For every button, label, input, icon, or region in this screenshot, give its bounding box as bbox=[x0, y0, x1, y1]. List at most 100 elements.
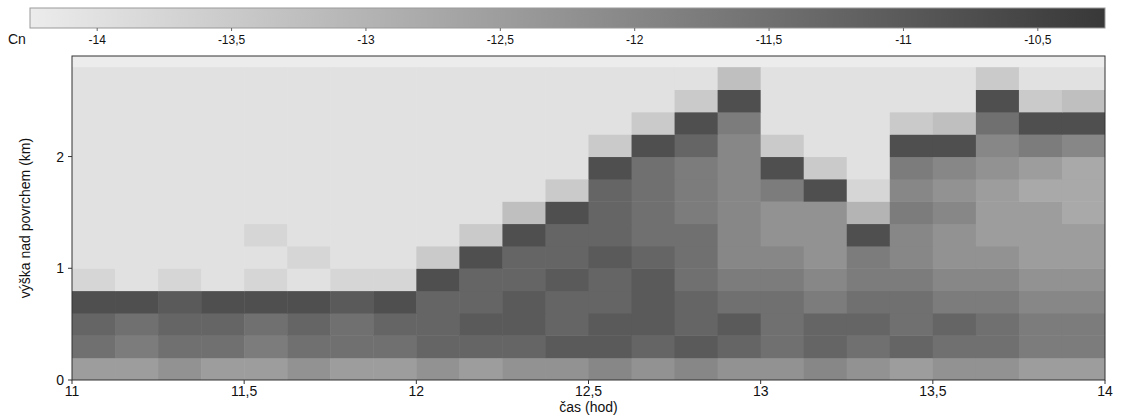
cell bbox=[1062, 112, 1105, 135]
cell bbox=[804, 201, 848, 224]
colorbar-tick bbox=[634, 28, 635, 31]
cell bbox=[115, 67, 159, 90]
cell bbox=[847, 313, 891, 336]
cell bbox=[330, 67, 374, 90]
cell bbox=[373, 224, 417, 247]
cell bbox=[244, 201, 288, 224]
cell bbox=[158, 90, 202, 113]
cell bbox=[158, 157, 202, 180]
cell bbox=[632, 134, 676, 157]
x-tick-label: 12 bbox=[409, 383, 425, 399]
cell bbox=[72, 157, 116, 180]
cell bbox=[675, 157, 719, 180]
cell bbox=[459, 67, 503, 90]
cell bbox=[201, 313, 245, 336]
cell bbox=[72, 179, 116, 202]
cell bbox=[201, 224, 245, 247]
cell bbox=[804, 313, 848, 336]
cell bbox=[761, 112, 805, 135]
cell bbox=[1062, 291, 1105, 314]
cell bbox=[158, 291, 202, 314]
cell bbox=[933, 179, 977, 202]
cell bbox=[847, 157, 891, 180]
cell bbox=[201, 291, 245, 314]
cell bbox=[589, 313, 633, 336]
cell bbox=[847, 90, 891, 113]
cell bbox=[890, 90, 934, 113]
cell bbox=[201, 134, 245, 157]
cell bbox=[976, 157, 1020, 180]
cell bbox=[718, 313, 762, 336]
cell bbox=[502, 246, 546, 269]
colorbar-tick-label: -12,5 bbox=[487, 33, 515, 47]
cell bbox=[330, 268, 374, 291]
cell bbox=[890, 358, 934, 380]
cell bbox=[890, 157, 934, 180]
cell bbox=[589, 335, 633, 358]
cells bbox=[72, 67, 1105, 380]
cell bbox=[330, 201, 374, 224]
x-tick-label: 13,5 bbox=[919, 383, 946, 399]
cell bbox=[287, 179, 331, 202]
x-tick-label: 12,5 bbox=[575, 383, 602, 399]
cell bbox=[1019, 224, 1063, 247]
cell bbox=[502, 179, 546, 202]
cell bbox=[976, 291, 1020, 314]
colorbar-tick bbox=[97, 28, 98, 31]
cell bbox=[373, 179, 417, 202]
cell bbox=[847, 335, 891, 358]
cell bbox=[545, 246, 589, 269]
cell bbox=[1019, 67, 1063, 90]
cell bbox=[287, 268, 331, 291]
x-axis-title: čas (hod) bbox=[559, 399, 617, 415]
cell bbox=[287, 201, 331, 224]
cell bbox=[804, 358, 848, 380]
cell bbox=[502, 157, 546, 180]
cell bbox=[890, 112, 934, 135]
cell bbox=[115, 112, 159, 135]
cell bbox=[287, 313, 331, 336]
cell bbox=[761, 201, 805, 224]
cell bbox=[761, 268, 805, 291]
colorbar-tick-label: -13 bbox=[357, 33, 375, 47]
cell bbox=[976, 134, 1020, 157]
cell bbox=[890, 313, 934, 336]
cell bbox=[158, 112, 202, 135]
cell bbox=[1019, 313, 1063, 336]
cell bbox=[804, 291, 848, 314]
cell bbox=[373, 268, 417, 291]
cell bbox=[459, 112, 503, 135]
cell bbox=[459, 268, 503, 291]
colorbar-tick-label: -11,5 bbox=[756, 33, 783, 47]
cell bbox=[287, 224, 331, 247]
cell bbox=[675, 246, 719, 269]
colorbar-tick-label: -11 bbox=[895, 33, 912, 47]
cell bbox=[1062, 335, 1105, 358]
cell bbox=[890, 291, 934, 314]
cell bbox=[976, 90, 1020, 113]
cell bbox=[459, 246, 503, 269]
cell bbox=[589, 179, 633, 202]
cell bbox=[933, 201, 977, 224]
cell bbox=[761, 224, 805, 247]
cell bbox=[330, 313, 374, 336]
cell bbox=[416, 112, 460, 135]
colorbar-tick-label: -13,5 bbox=[218, 33, 246, 47]
cell bbox=[890, 201, 934, 224]
cell bbox=[72, 134, 116, 157]
colorbar-tick-label: -10,5 bbox=[1024, 33, 1052, 47]
cell bbox=[718, 358, 762, 380]
cell bbox=[545, 134, 589, 157]
cell bbox=[804, 335, 848, 358]
y-tick-label: 2 bbox=[56, 149, 64, 165]
y-tick bbox=[68, 380, 72, 381]
cell bbox=[890, 246, 934, 269]
cell bbox=[373, 67, 417, 90]
cell bbox=[459, 90, 503, 113]
cell bbox=[416, 90, 460, 113]
cell bbox=[201, 268, 245, 291]
cell bbox=[675, 268, 719, 291]
cell bbox=[1062, 246, 1105, 269]
cell bbox=[933, 67, 977, 90]
cell bbox=[459, 201, 503, 224]
